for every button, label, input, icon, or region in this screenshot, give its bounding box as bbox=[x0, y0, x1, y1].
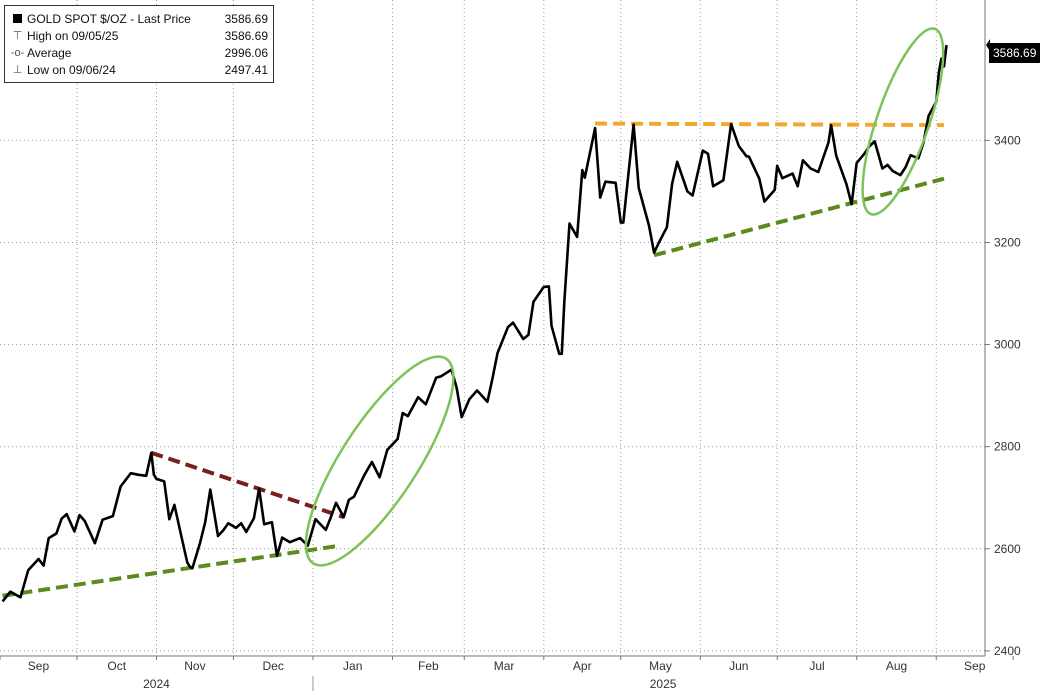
legend-value-low: 2497.41 bbox=[224, 62, 268, 77]
trendline-1 bbox=[2, 544, 337, 598]
trendline-4 bbox=[653, 176, 945, 258]
last-price-tag: 3586.69 bbox=[989, 43, 1041, 63]
y-tick-label-2400: 2400 bbox=[994, 644, 1021, 658]
series-swatch-icon bbox=[11, 14, 24, 23]
legend-row-average: -o- Average 2996.06 bbox=[11, 44, 268, 61]
highlight-ellipse-2 bbox=[861, 27, 945, 216]
legend: GOLD SPOT $/OZ - Last Price 3586.69 ⊤ Hi… bbox=[4, 5, 274, 83]
trendline-3 bbox=[595, 121, 944, 128]
y-tick-label-2800: 2800 bbox=[994, 440, 1021, 454]
y-tick-label-3400: 3400 bbox=[994, 133, 1021, 147]
x-tick-label-feb: Feb bbox=[418, 659, 439, 673]
x-tick-label-jan: Jan bbox=[343, 659, 362, 673]
legend-value-average: 2996.06 bbox=[224, 45, 268, 60]
x-tick-label-nov: Nov bbox=[184, 659, 205, 673]
legend-value-high: 3586.69 bbox=[224, 28, 268, 43]
x-tick-label-dec: Dec bbox=[263, 659, 284, 673]
x-year-label-2024: 2024 bbox=[143, 677, 170, 691]
legend-title: GOLD SPOT $/OZ - Last Price bbox=[27, 11, 191, 26]
x-tick-label-sep: Sep bbox=[28, 659, 50, 673]
x-tick-label-sep: Sep bbox=[964, 659, 986, 673]
legend-title-row: GOLD SPOT $/OZ - Last Price 3586.69 bbox=[11, 10, 268, 27]
x-tick-label-jul: Jul bbox=[809, 659, 824, 673]
high-marker-icon: ⊤ bbox=[12, 30, 23, 42]
average-marker-icon: -o- bbox=[10, 46, 25, 59]
legend-label-high: High on 09/05/25 bbox=[27, 28, 119, 43]
highlight-ellipse-1 bbox=[304, 355, 455, 567]
legend-label-low: Low on 09/06/24 bbox=[27, 62, 116, 77]
y-tick-label-2600: 2600 bbox=[994, 542, 1021, 556]
price-line bbox=[1, 44, 948, 603]
x-tick-label-aug: Aug bbox=[886, 659, 907, 673]
legend-title-value: 3586.69 bbox=[224, 11, 268, 26]
trendline-2 bbox=[150, 450, 345, 520]
legend-row-high: ⊤ High on 09/05/25 3586.69 bbox=[11, 27, 268, 44]
y-tick-label-3000: 3000 bbox=[994, 338, 1021, 352]
x-tick-label-jun: Jun bbox=[729, 659, 748, 673]
y-tick-label-3200: 3200 bbox=[994, 235, 1021, 249]
legend-row-low: ⊥ Low on 09/06/24 2497.41 bbox=[11, 61, 268, 78]
x-year-label-2025: 2025 bbox=[650, 677, 677, 691]
low-marker-icon: ⊥ bbox=[12, 64, 23, 76]
x-tick-label-may: May bbox=[649, 659, 672, 673]
x-tick-label-apr: Apr bbox=[573, 659, 592, 673]
legend-label-average: Average bbox=[27, 45, 72, 60]
x-tick-label-oct: Oct bbox=[107, 659, 126, 673]
x-tick-label-mar: Mar bbox=[494, 659, 515, 673]
